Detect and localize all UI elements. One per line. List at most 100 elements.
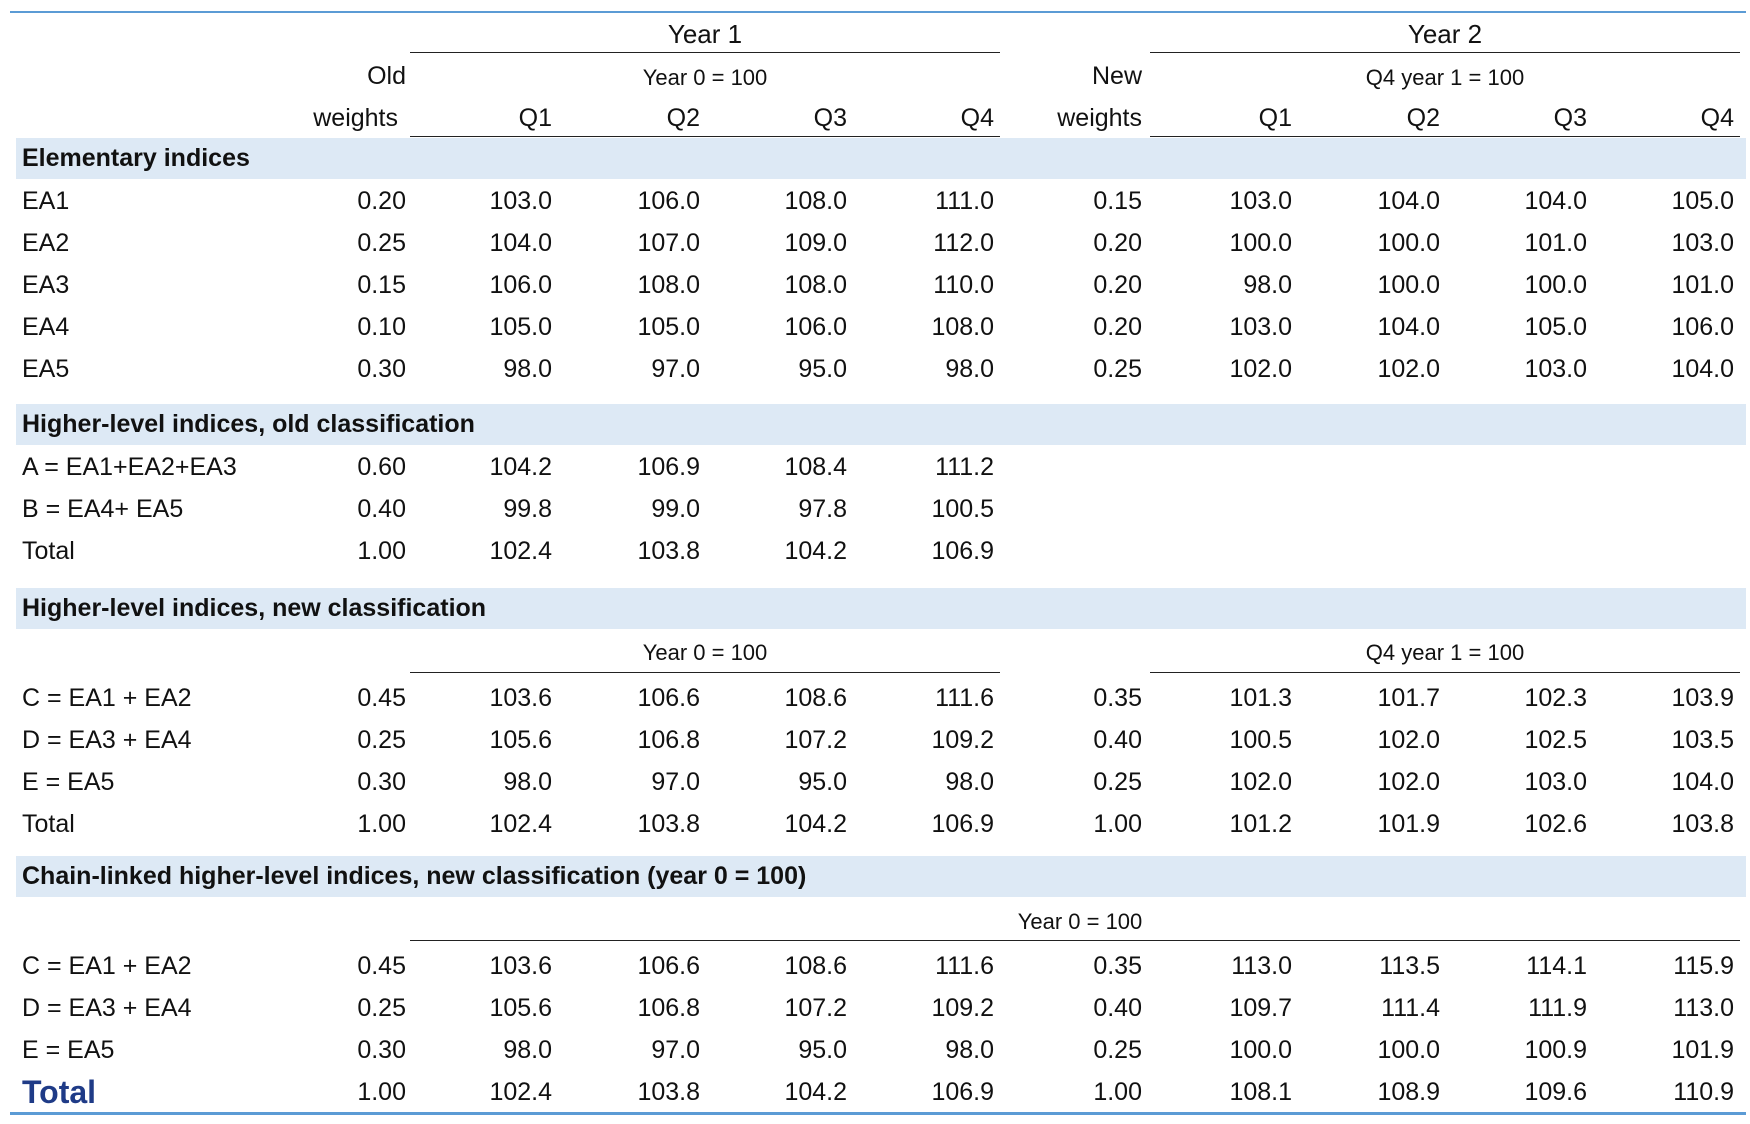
chain-y2-q1-value: 109.7 <box>1229 994 1292 1022</box>
elementary-old-weight: 0.10 <box>357 313 406 341</box>
chain-y1-q1-value: 98.0 <box>503 1036 552 1064</box>
chain-row-label: D = EA3 + EA4 <box>22 994 192 1022</box>
chain-y1-q1-value: 102.4 <box>489 1078 552 1106</box>
elementary-y1-q2-value: 106.0 <box>637 187 700 215</box>
elementary-new-weight: 0.15 <box>1093 187 1142 215</box>
old-weights-header-top: Old <box>367 62 406 90</box>
old-class-old-weight: 0.60 <box>357 453 406 481</box>
elementary-y1-q2-value: 97.0 <box>651 355 700 383</box>
new-class-row-label: C = EA1 + EA2 <box>22 684 192 712</box>
new-class-new-weight: 0.35 <box>1093 684 1142 712</box>
chain-old-weight: 0.25 <box>357 994 406 1022</box>
elementary-y1-q2-value: 107.0 <box>637 229 700 257</box>
new-class-y2-q4-value: 103.8 <box>1671 810 1734 838</box>
elementary-y1-q4-value: 112.0 <box>933 229 994 257</box>
new-class-y2-q3-value: 102.5 <box>1524 726 1587 754</box>
year2-header: Year 2 <box>1407 19 1483 49</box>
elementary-y2-q3-value: 101.0 <box>1524 229 1587 257</box>
y2-q3-header: Q3 <box>1553 104 1587 132</box>
old-class-y1-q3-value: 108.4 <box>784 453 847 481</box>
new-class-old-weight: 1.00 <box>357 810 406 838</box>
y1-q2-header: Q2 <box>666 104 700 132</box>
chain-section-title: Chain-linked higher-level indices, new c… <box>22 862 807 890</box>
elementary-y2-q2-value: 104.0 <box>1377 187 1440 215</box>
new-class-y1-q4-value: 111.6 <box>935 684 994 712</box>
elementary-new-weight: 0.25 <box>1093 355 1142 383</box>
elementary-row-label: EA3 <box>22 271 70 299</box>
elementary-old-weight: 0.20 <box>357 187 406 215</box>
elementary-old-weight: 0.30 <box>357 355 406 383</box>
new-class-y1-q1-value: 98.0 <box>503 768 552 796</box>
elementary-y1-q4-value: 108.0 <box>931 313 994 341</box>
elementary-y2-q3-value: 100.0 <box>1524 271 1587 299</box>
new-class-y2-q3-value: 102.6 <box>1524 810 1587 838</box>
new-class-y1-q2-value: 97.0 <box>651 768 700 796</box>
chain-row-label: E = EA5 <box>22 1036 115 1064</box>
elementary-row-label: EA4 <box>22 313 70 341</box>
chain-y1-q1-value: 105.6 <box>489 994 552 1022</box>
new-class-y2-q4-value: 103.9 <box>1671 684 1734 712</box>
new-class-y1-q2-value: 106.6 <box>637 684 700 712</box>
chain-y1-q3-value: 104.2 <box>784 1078 847 1106</box>
y1-q1-header: Q1 <box>518 104 552 132</box>
elementary-old-weight: 0.15 <box>357 271 406 299</box>
elementary-y1-q1-value: 103.0 <box>489 187 552 215</box>
chain-y2-q4-value: 110.9 <box>1673 1078 1734 1106</box>
old-class-row-label: Total <box>22 537 75 565</box>
old-class-old-weight: 1.00 <box>357 537 406 565</box>
chain-y1-q4-value: 111.6 <box>935 952 994 980</box>
chain-y1-q3-value: 95.0 <box>798 1036 847 1064</box>
quarters-underline-y2 <box>1150 136 1740 137</box>
chain-band <box>16 856 1746 897</box>
new-class-y1-q4-value: 98.0 <box>945 768 994 796</box>
new-class-new-weight: 0.25 <box>1093 768 1142 796</box>
chain-y1-q3-value: 108.6 <box>784 952 847 980</box>
old-class-y1-q1-value: 102.4 <box>489 537 552 565</box>
elementary-y2-q1-value: 100.0 <box>1229 229 1292 257</box>
elementary-y2-q1-value: 103.0 <box>1229 313 1292 341</box>
chain-new-weight: 0.40 <box>1093 994 1142 1022</box>
y1-q3-header: Q3 <box>813 104 847 132</box>
chain-y2-q4-value: 115.9 <box>1673 952 1734 980</box>
chain-y2-q4-value: 113.0 <box>1673 994 1734 1022</box>
new-class-y2-q2-value: 101.9 <box>1377 810 1440 838</box>
chain-y2-q2-value: 108.9 <box>1377 1078 1440 1106</box>
elementary-y2-q2-value: 102.0 <box>1377 355 1440 383</box>
new-class-y1-q3-value: 95.0 <box>798 768 847 796</box>
old-weights-header-bottom: weights <box>313 104 398 132</box>
new-class-underline-y2 <box>1150 672 1740 673</box>
elementary-y1-q2-value: 105.0 <box>637 313 700 341</box>
new-class-y1-q3-value: 108.6 <box>784 684 847 712</box>
new-class-y1-q2-value: 106.8 <box>637 726 700 754</box>
new-class-y2-q1-value: 100.5 <box>1229 726 1292 754</box>
elementary-section-title: Elementary indices <box>22 144 250 172</box>
chain-y1-q2-value: 103.8 <box>637 1078 700 1106</box>
chain-new-weight: 1.00 <box>1093 1078 1142 1106</box>
new-class-y1-q1-value: 105.6 <box>489 726 552 754</box>
new-class-y2-q2-value: 102.0 <box>1377 768 1440 796</box>
elementary-y1-q1-value: 105.0 <box>489 313 552 341</box>
new-class-row-label: Total <box>22 810 75 838</box>
old-class-y1-q3-value: 97.8 <box>798 495 847 523</box>
old-class-y1-q4-value: 100.5 <box>931 495 994 523</box>
old-class-y1-q4-value: 111.2 <box>935 453 994 481</box>
chain-y2-q3-value: 114.1 <box>1526 952 1587 980</box>
quarters-underline-y1 <box>410 136 1000 137</box>
old-class-y1-q1-value: 99.8 <box>503 495 552 523</box>
new-class-new-weight: 1.00 <box>1093 810 1142 838</box>
chain-row-label: Total <box>22 1074 97 1110</box>
elementary-y2-q3-value: 105.0 <box>1524 313 1587 341</box>
old-class-band <box>16 404 1746 445</box>
elementary-y2-q2-value: 100.0 <box>1377 229 1440 257</box>
elementary-y1-q2-value: 108.0 <box>637 271 700 299</box>
elementary-y2-q1-value: 98.0 <box>1243 271 1292 299</box>
new-class-old-weight: 0.45 <box>357 684 406 712</box>
chain-y2-q2-value: 100.0 <box>1377 1036 1440 1064</box>
chain-y1-q4-value: 106.9 <box>931 1078 994 1106</box>
new-class-y2-q2-value: 101.7 <box>1377 684 1440 712</box>
chain-old-weight: 0.30 <box>357 1036 406 1064</box>
elementary-band <box>16 138 1746 179</box>
new-class-new-weight: 0.40 <box>1093 726 1142 754</box>
elementary-row-label: EA2 <box>22 229 70 257</box>
